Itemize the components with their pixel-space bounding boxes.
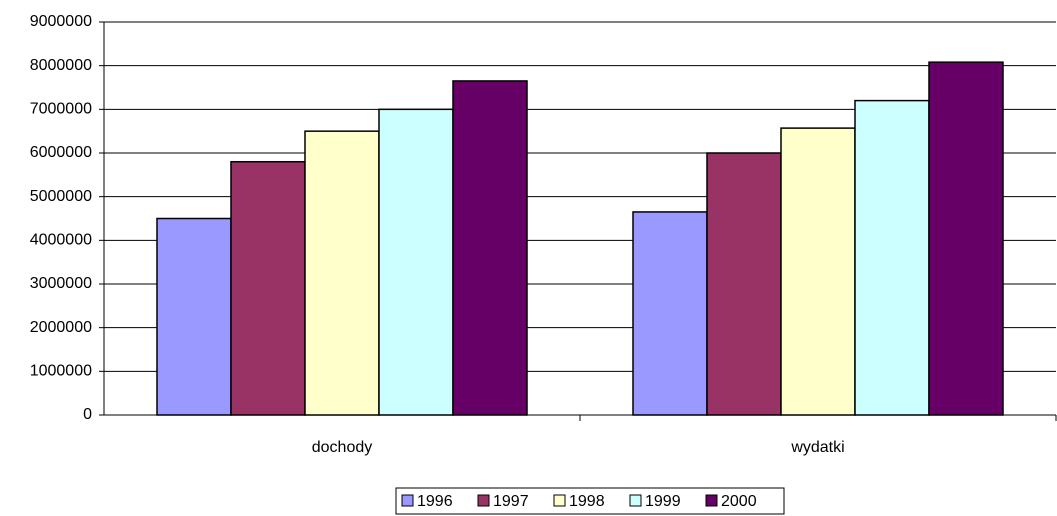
legend-label: 1998 bbox=[569, 493, 605, 510]
y-tick-label: 0 bbox=[83, 406, 92, 423]
legend-label: 1999 bbox=[645, 493, 681, 510]
legend-label: 1996 bbox=[417, 493, 453, 510]
bar bbox=[928, 61, 1004, 416]
x-tick-label: wydatki bbox=[790, 439, 844, 456]
y-tick-label: 3000000 bbox=[30, 275, 92, 292]
bar bbox=[156, 217, 232, 416]
y-tick-label: 4000000 bbox=[30, 232, 92, 249]
y-tick-label: 7000000 bbox=[30, 101, 92, 118]
y-tick-label: 9000000 bbox=[30, 13, 92, 30]
y-tick-label: 2000000 bbox=[30, 319, 92, 336]
y-tick-label: 1000000 bbox=[30, 363, 92, 380]
y-tick-label: 6000000 bbox=[30, 144, 92, 161]
legend bbox=[395, 487, 785, 515]
bar bbox=[780, 127, 856, 416]
legend-swatch bbox=[401, 494, 414, 507]
bar bbox=[632, 211, 708, 416]
bar bbox=[706, 152, 782, 416]
legend-swatch bbox=[477, 494, 490, 507]
x-tick-label: dochody bbox=[312, 439, 373, 456]
bar bbox=[452, 80, 528, 416]
legend-label: 2000 bbox=[721, 493, 757, 510]
bar bbox=[304, 130, 380, 416]
bar bbox=[854, 99, 930, 416]
y-tick-label: 5000000 bbox=[30, 188, 92, 205]
legend-swatch bbox=[629, 494, 642, 507]
bar bbox=[230, 160, 306, 416]
bar bbox=[378, 108, 454, 416]
y-tick-label: 8000000 bbox=[30, 57, 92, 74]
legend-swatch bbox=[705, 494, 718, 507]
legend-label: 1997 bbox=[493, 493, 529, 510]
legend-swatch bbox=[553, 494, 566, 507]
